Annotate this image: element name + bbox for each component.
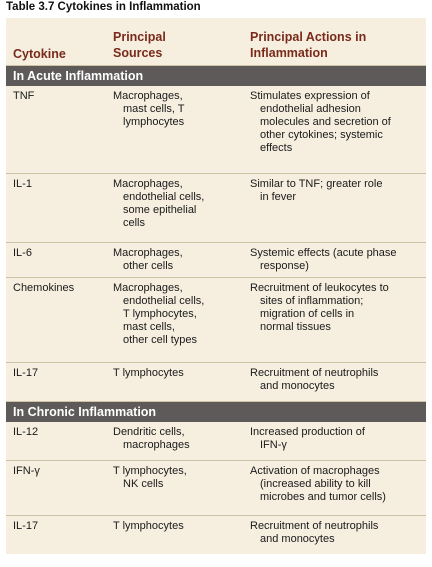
sources-cell-line: T lymphocytes, [113, 465, 187, 477]
actions-cell-line: endothelial adhesion [260, 103, 361, 115]
header-cytokine: Cytokine [13, 47, 66, 61]
header-actions-line2: Inflammation [250, 46, 328, 60]
actions-cell-line: in fever [260, 191, 297, 203]
sources-cell-line: Macrophages, [113, 282, 183, 294]
header-sources-line2: Sources [113, 46, 163, 60]
actions-cell: Increased production of IFN-γ [250, 426, 422, 452]
actions-cell: Systemic effects (acute phase response) [250, 247, 422, 273]
actions-cell-line: Systemic effects (acute phase [250, 247, 397, 259]
table-row: IL-17 T lymphocytes Recruitment of neutrop… [6, 363, 426, 402]
cytokine-cell: TNF [13, 90, 35, 102]
actions-cell-line: other cytokines; systemic [260, 129, 383, 141]
table-row: Chemokines Macrophages, endothelial cells,… [6, 278, 426, 363]
actions-cell-line: Recruitment of leukocytes to [250, 282, 389, 294]
actions-cell-line: sites of inflammation; [260, 295, 364, 307]
actions-cell: Recruitment of neutrophils and monocytes [250, 367, 422, 393]
actions-cell-line: microbes and tumor cells) [260, 491, 386, 503]
actions-cell-line: molecules and secretion of [260, 116, 391, 128]
sources-cell-line: Macrophages, [113, 90, 183, 102]
cytokine-cell: IL-17 [13, 520, 39, 532]
actions-cell-line: migration of cells in [260, 308, 355, 320]
sources-cell-line: endothelial cells, [123, 191, 205, 203]
header-actions-line1: Principal Actions in [250, 30, 367, 44]
cytokine-cell: IL-12 [13, 426, 39, 438]
sources-cell-line: mast cells, T [123, 103, 185, 115]
sources-cell-line: mast cells, [123, 321, 175, 333]
cytokine-cell: IFN-γ [13, 465, 40, 477]
actions-cell-line: effects [260, 142, 293, 154]
sources-cell-line: T lymphocytes [113, 520, 184, 532]
actions-cell-line: Similar to TNF; greater role [250, 178, 383, 190]
sources-cell-line: T lymphocytes [113, 367, 184, 379]
sources-cell: Macrophages, endothelial cells, some epith… [113, 178, 243, 230]
cytokine-cell: IL-17 [13, 367, 39, 379]
actions-cell-line: Stimulates expression of [250, 90, 370, 102]
cytokine-cell: Chemokines [13, 282, 75, 294]
table-row: IL-1 Macrophages, endothelial cells, some e… [6, 174, 426, 243]
sources-cell-line: Macrophages, [113, 247, 183, 259]
actions-cell-line: Recruitment of neutrophils [250, 520, 379, 532]
sources-cell-line: other cells [123, 260, 174, 272]
actions-cell: Recruitment of leukocytes to sites of inf… [250, 282, 422, 334]
sources-cell-line: other cell types [123, 334, 197, 346]
actions-cell: Activation of macrophages (increased abil… [250, 465, 422, 504]
sources-cell: T lymphocytes, NK cells [113, 465, 243, 491]
section-header: In Chronic Inflammation [6, 402, 426, 422]
cytokine-cell: IL-6 [13, 247, 32, 259]
actions-cell-line: Recruitment of neutrophils [250, 367, 379, 379]
actions-cell: Recruitment of neutrophils and monocytes [250, 520, 422, 546]
actions-cell-line: IFN-γ [260, 439, 287, 451]
actions-cell-line: normal tissues [260, 321, 331, 333]
actions-cell-line: response) [260, 260, 309, 272]
actions-cell-line: (increased ability to kill [260, 478, 371, 490]
sources-cell: Dendritic cells, macrophages [113, 426, 243, 452]
sources-cell: Macrophages, endothelial cells, T lymphocy… [113, 282, 243, 347]
sources-cell-line: T lymphocytes, [123, 308, 197, 320]
table-row: IL-6 Macrophages, other cells Systemic effe… [6, 243, 426, 278]
sources-cell-line: cells [123, 217, 146, 229]
sources-cell-line: macrophages [123, 439, 190, 451]
actions-cell-line: Increased production of [250, 426, 365, 438]
table-row: IFN-γ T lymphocytes, NK cells Activation of… [6, 461, 426, 516]
table-row: IL-17 T lymphocytes Recruitment of neutrop… [6, 516, 426, 554]
actions-cell: Similar to TNF; greater role in fever [250, 178, 422, 204]
sources-cell: T lymphocytes [113, 520, 243, 533]
actions-cell-line: and monocytes [260, 533, 335, 545]
table-caption: Table 3.7 Cytokines in Inflammation [6, 1, 201, 13]
sources-cell: Macrophages, other cells [113, 247, 243, 273]
table-body: In Acute Inflammation TNF Macrophages, mast… [6, 66, 426, 554]
sources-cell-line: NK cells [123, 478, 164, 490]
header-sources-line1: Principal [113, 30, 166, 44]
section-header: In Acute Inflammation [6, 66, 426, 86]
actions-cell: Stimulates expression of endothelial adhe… [250, 90, 422, 155]
cytokine-table: Cytokine Principal Sources Principal Act… [6, 18, 426, 554]
sources-cell-line: endothelial cells, [123, 295, 205, 307]
cytokine-cell: IL-1 [13, 178, 32, 190]
sources-cell-line: some epithelial [123, 204, 197, 216]
sources-cell-line: Dendritic cells, [113, 426, 185, 438]
sources-cell-line: lymphocytes [123, 116, 185, 128]
sources-cell: T lymphocytes [113, 367, 243, 380]
table-row: IL-12 Dendritic cells, macrophages Increase… [6, 422, 426, 461]
actions-cell-line: Activation of macrophages [250, 465, 380, 477]
actions-cell-line: and monocytes [260, 380, 335, 392]
table-header: Cytokine Principal Sources Principal Act… [6, 18, 426, 66]
sources-cell-line: Macrophages, [113, 178, 183, 190]
